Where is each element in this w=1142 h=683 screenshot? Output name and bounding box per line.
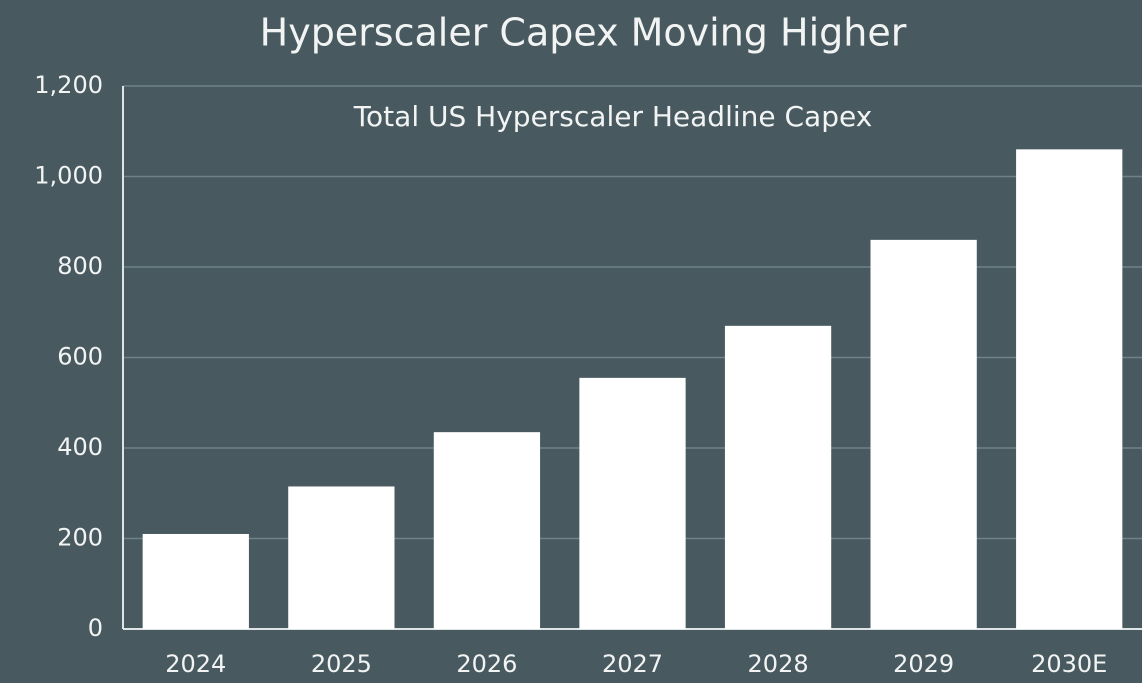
chart-subtitle: Total US Hyperscaler Headline Capex bbox=[353, 100, 873, 133]
y-tick-label: 800 bbox=[57, 252, 103, 280]
x-tick-label: 2028 bbox=[748, 650, 809, 678]
bar bbox=[142, 533, 249, 629]
y-tick-label: 200 bbox=[57, 524, 103, 552]
x-tick-label: 2030E bbox=[1031, 650, 1107, 678]
y-tick-label: 1,200 bbox=[34, 71, 103, 99]
bar bbox=[288, 486, 395, 629]
x-tick-label: 2024 bbox=[165, 650, 226, 678]
bar bbox=[1016, 149, 1123, 629]
x-tick-label: 2027 bbox=[602, 650, 663, 678]
x-tick-label: 2026 bbox=[456, 650, 517, 678]
y-tick-label: 1,000 bbox=[34, 162, 103, 190]
y-tick-label: 600 bbox=[57, 343, 103, 371]
chart-title: Hyperscaler Capex Moving Higher bbox=[260, 11, 907, 55]
y-tick-label: 0 bbox=[88, 614, 103, 642]
bar bbox=[579, 377, 686, 629]
x-tick-label: 2029 bbox=[893, 650, 954, 678]
y-tick-label: 400 bbox=[57, 433, 103, 461]
bar bbox=[870, 239, 977, 629]
bar bbox=[433, 432, 541, 629]
bar bbox=[724, 325, 832, 629]
x-tick-label: 2025 bbox=[311, 650, 372, 678]
